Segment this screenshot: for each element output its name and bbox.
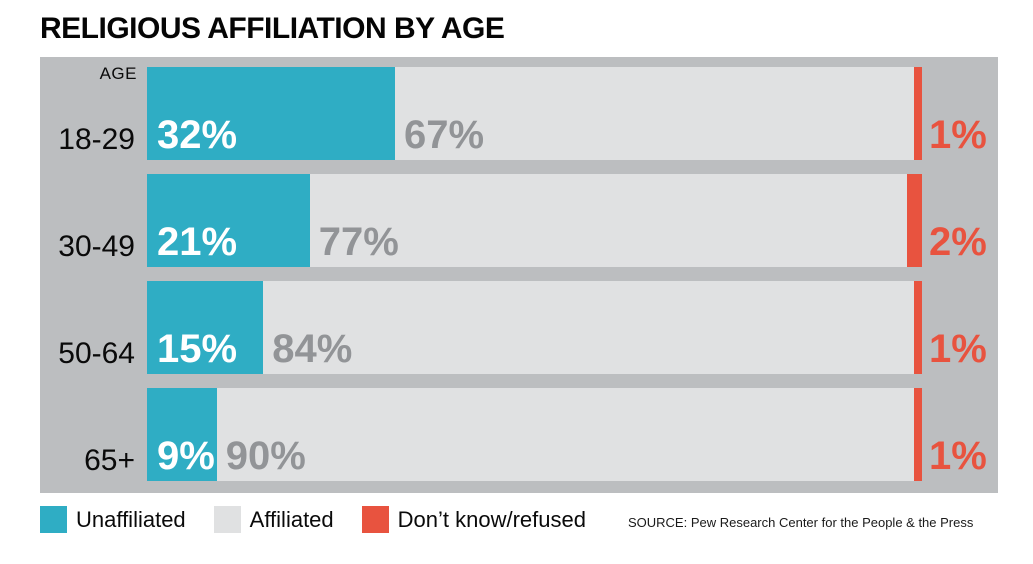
stacked-bar: 9% 90% 1% <box>147 388 987 481</box>
dontknow-value-label: 1% <box>929 434 987 478</box>
row-label: 65+ <box>84 444 135 477</box>
dontknow-value-label: 1% <box>929 113 987 157</box>
legend-item-unaffiliated: Unaffiliated <box>40 506 186 533</box>
affiliated-value-label: 84% <box>272 327 353 371</box>
legend-item-affiliated: Affiliated <box>213 506 334 533</box>
bar-dontknow <box>914 388 922 481</box>
legend: Unaffiliated Affiliated Don’t know/refus… <box>40 506 1000 533</box>
dontknow-value-label: 2% <box>929 220 987 264</box>
legend-swatch-unaffiliated <box>40 506 67 533</box>
chart-row: 65+ 9% 90% 1% <box>40 388 998 481</box>
chart-area: AGE 18-29 32% 67% 1% 30-49 21% 77% 2% <box>40 57 998 493</box>
bar-unaffiliated: 15% <box>147 281 264 374</box>
stacked-bar: 15% 84% 1% <box>147 281 987 374</box>
dontknow-value-label: 1% <box>929 327 987 371</box>
bar-affiliated: 67% <box>395 67 915 160</box>
unaffiliated-value-label: 21% <box>157 220 238 264</box>
bar-dontknow <box>914 67 922 160</box>
bar-affiliated: 77% <box>309 174 907 267</box>
bar-affiliated: 90% <box>216 388 915 481</box>
bar-dontknow <box>914 281 922 374</box>
source-text: SOURCE: Pew Research Center for the Peop… <box>627 514 974 530</box>
legend-label-dontknow: Don’t know/refused <box>397 506 586 532</box>
legend-label-affiliated: Affiliated <box>249 506 334 532</box>
chart-row: 30-49 21% 77% 2% <box>40 174 998 267</box>
affiliated-value-label: 67% <box>404 113 485 157</box>
age-axis-label: AGE <box>99 64 137 83</box>
stacked-bar: 32% 67% 1% <box>147 67 987 160</box>
unaffiliated-value-label: 9% <box>157 434 215 478</box>
legend-label-unaffiliated: Unaffiliated <box>76 506 186 532</box>
stacked-bar: 21% 77% 2% <box>147 174 987 267</box>
row-label: 18-29 <box>58 123 135 156</box>
unaffiliated-value-label: 32% <box>157 113 238 157</box>
affiliated-value-label: 90% <box>225 434 306 478</box>
row-label: 50-64 <box>58 337 135 370</box>
unaffiliated-value-label: 15% <box>157 327 238 371</box>
bar-affiliated: 84% <box>263 281 915 374</box>
bar-dontknow <box>906 174 922 267</box>
legend-swatch-dontknow <box>361 506 389 533</box>
row-label: 30-49 <box>58 230 135 263</box>
chart-rows: 18-29 32% 67% 1% 30-49 21% 77% 2% 50 <box>40 67 998 481</box>
bar-unaffiliated: 21% <box>147 174 310 267</box>
chart-row: 18-29 32% 67% 1% <box>40 67 998 160</box>
affiliated-value-label: 77% <box>318 220 399 264</box>
legend-item-dontknow: Don’t know/refused <box>361 506 586 533</box>
bar-unaffiliated: 32% <box>147 67 395 160</box>
chart-row: 50-64 15% 84% 1% <box>40 281 998 374</box>
legend-swatch-affiliated <box>213 506 241 533</box>
page-title: RELIGIOUS AFFILIATION BY AGE <box>40 12 505 45</box>
bar-unaffiliated: 9% <box>147 388 217 481</box>
